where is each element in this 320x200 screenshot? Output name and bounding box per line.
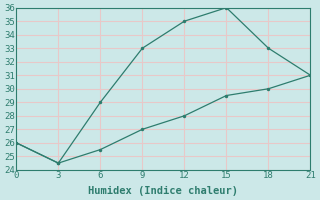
X-axis label: Humidex (Indice chaleur): Humidex (Indice chaleur) <box>88 186 238 196</box>
